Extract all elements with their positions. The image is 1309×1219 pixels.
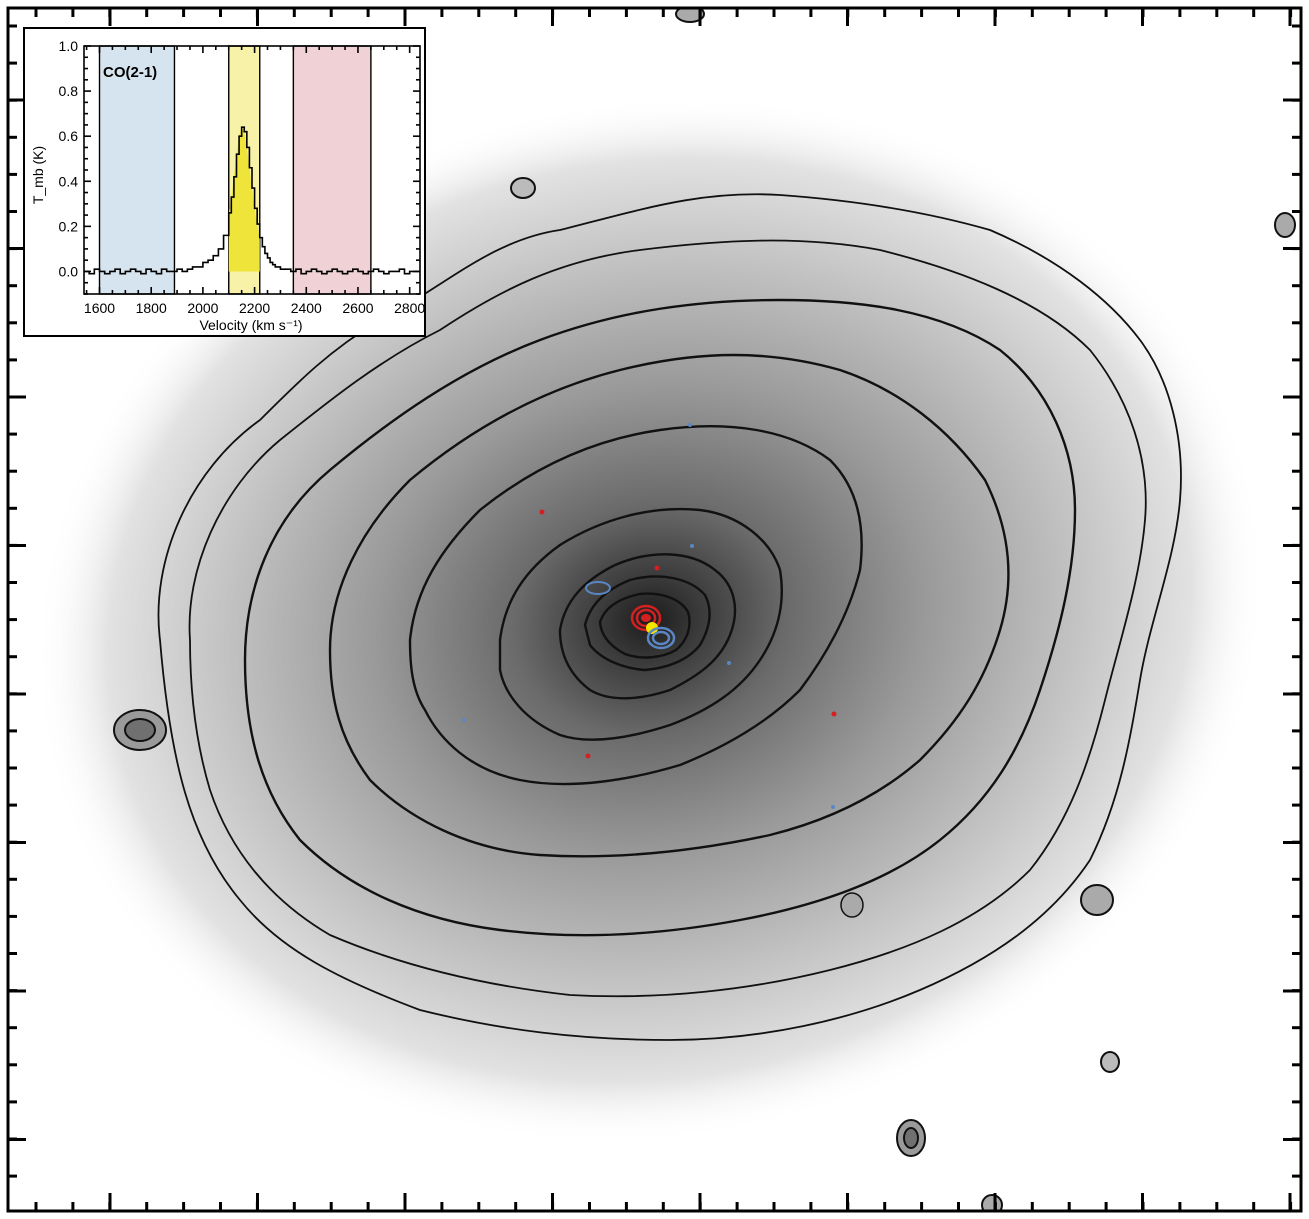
plot-frame (6, 6, 1303, 1213)
inset-ytick-label: 1.0 (59, 38, 79, 54)
inset-xtick-label: 2600 (342, 300, 373, 316)
isophote-5 (408, 425, 863, 786)
isophote-3 (243, 298, 1077, 937)
isophote-outer-2 (188, 239, 1147, 998)
inset-xtick-label: 1800 (136, 300, 167, 316)
velocity-band-red (292, 45, 372, 295)
co-channel-contours (462, 423, 837, 809)
inset-plot-area: 1600 1800 2000 2200 2400 2600 2800 0.0 0.2 0.4 0.6… (59, 38, 426, 316)
inset-title: CO(2-1) (103, 64, 157, 81)
isophote-4 (328, 353, 1010, 858)
isophote-9 (598, 592, 691, 659)
blue-channel-core (646, 626, 676, 650)
isophote-8 (583, 575, 711, 672)
inset-xtick-label: 2200 (239, 300, 270, 316)
inset-xtick-label: 2800 (394, 300, 425, 316)
velocity-band-blue (98, 45, 176, 295)
inset-ytick-label: 0.0 (59, 263, 79, 279)
inset-ytick-label: 0.4 (59, 173, 79, 189)
isophote-6 (498, 507, 783, 741)
inset-ytick-label: 0.8 (59, 83, 79, 99)
inset-xtick-label: 2400 (291, 300, 322, 316)
inset-xlabel: Velocity (km s⁻¹) (199, 317, 302, 333)
point-sources (113, 8, 1296, 1211)
yellow-channel-core (646, 622, 658, 634)
inset-ylabel: T_mb (K) (30, 146, 46, 204)
frame-ticks (8, 8, 1301, 1211)
red-channel-core (630, 604, 662, 632)
spectrum-line (84, 126, 420, 275)
inset-ytick-label: 0.6 (59, 128, 79, 144)
isophote-7 (558, 553, 737, 700)
inset-xtick-label: 1600 (84, 300, 115, 316)
inset-xtick-label: 2000 (187, 300, 218, 316)
isophote-outer-1 (157, 193, 1182, 1041)
isophote-contours (157, 193, 1182, 1041)
inset-ytick-label: 0.2 (59, 218, 79, 234)
inset-spectrum: 1600 1800 2000 2200 2400 2600 2800 0.0 0.2 0.4 0.6… (23, 27, 426, 337)
